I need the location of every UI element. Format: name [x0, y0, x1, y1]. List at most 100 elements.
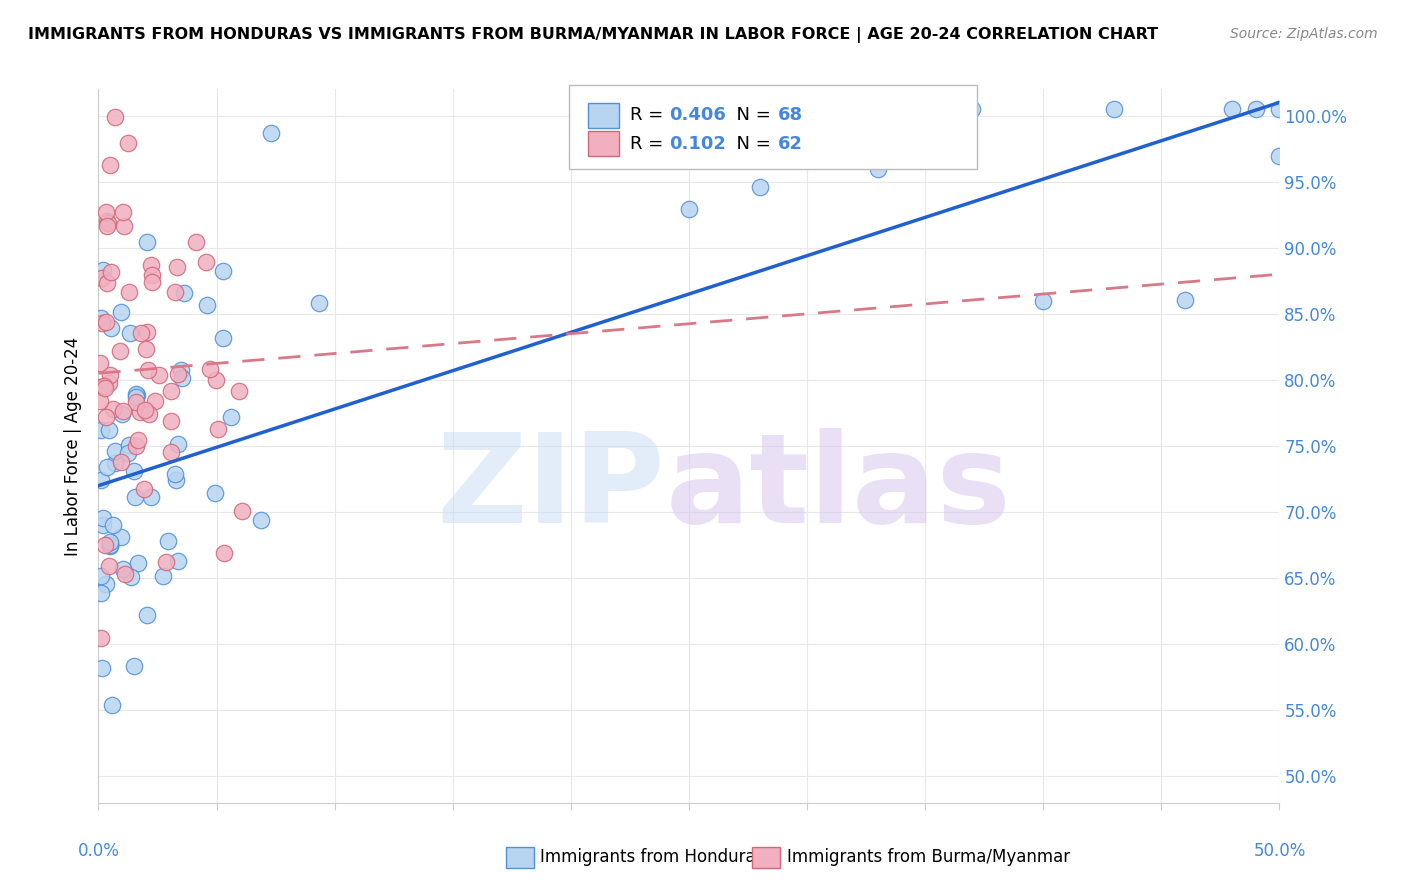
- Point: [195, 298, 218, 312]
- Text: 50.0%: 50.0%: [1253, 842, 1306, 860]
- Point: [127, 433, 149, 447]
- Point: [231, 504, 253, 518]
- Point: [101, 517, 124, 532]
- Point: [100, 321, 122, 335]
- Point: [205, 373, 228, 387]
- Point: [98, 535, 121, 549]
- Point: [170, 371, 193, 385]
- Point: [124, 490, 146, 504]
- Point: [212, 546, 235, 560]
- Point: [98, 539, 121, 553]
- Point: [118, 438, 141, 452]
- Point: [98, 158, 121, 172]
- Point: [94, 205, 117, 219]
- Point: [228, 384, 250, 398]
- Text: ZIP: ZIP: [437, 428, 665, 549]
- Point: [212, 264, 235, 278]
- Text: Immigrants from Burma/Myanmar: Immigrants from Burma/Myanmar: [787, 848, 1070, 866]
- Point: [136, 325, 159, 339]
- Point: [118, 285, 141, 300]
- Point: [98, 368, 121, 383]
- Point: [124, 395, 146, 409]
- Point: [125, 386, 148, 401]
- Point: [89, 356, 111, 370]
- Point: [112, 562, 135, 576]
- Point: [194, 255, 217, 269]
- Point: [163, 467, 186, 482]
- Text: R =: R =: [630, 106, 669, 124]
- Point: [962, 102, 984, 116]
- Point: [125, 390, 148, 404]
- Point: [204, 486, 226, 500]
- Point: [96, 277, 118, 291]
- Point: [165, 285, 187, 300]
- Text: atlas: atlas: [665, 428, 1011, 549]
- Point: [165, 473, 187, 487]
- Point: [96, 219, 118, 233]
- Point: [117, 446, 139, 460]
- Point: [129, 405, 152, 419]
- Point: [104, 444, 127, 458]
- Point: [250, 513, 273, 527]
- Point: [94, 381, 117, 395]
- Point: [91, 661, 114, 675]
- Point: [678, 202, 700, 216]
- Text: N =: N =: [725, 135, 778, 153]
- Point: [90, 311, 112, 326]
- Point: [1268, 149, 1291, 163]
- Point: [120, 569, 142, 583]
- Point: [89, 380, 111, 394]
- Point: [167, 554, 190, 568]
- Point: [90, 586, 112, 600]
- Point: [90, 569, 112, 583]
- Point: [108, 344, 131, 359]
- Point: [139, 490, 162, 504]
- Text: 0.406: 0.406: [669, 106, 725, 124]
- Point: [1220, 102, 1243, 116]
- Point: [607, 102, 630, 116]
- Point: [104, 456, 127, 470]
- Text: Immigrants from Honduras: Immigrants from Honduras: [540, 848, 765, 866]
- Point: [1244, 102, 1267, 116]
- Text: Source: ZipAtlas.com: Source: ZipAtlas.com: [1230, 27, 1378, 41]
- Point: [90, 423, 112, 437]
- Point: [90, 631, 112, 645]
- Text: 68: 68: [778, 106, 803, 124]
- Text: N =: N =: [725, 106, 778, 124]
- Point: [114, 566, 136, 581]
- Point: [139, 258, 162, 272]
- Text: 0.102: 0.102: [669, 135, 725, 153]
- Point: [136, 235, 159, 249]
- Point: [103, 401, 125, 416]
- Point: [91, 518, 114, 533]
- Point: [124, 439, 146, 453]
- Text: IMMIGRANTS FROM HONDURAS VS IMMIGRANTS FROM BURMA/MYANMAR IN LABOR FORCE | AGE 2: IMMIGRANTS FROM HONDURAS VS IMMIGRANTS F…: [28, 27, 1159, 43]
- Y-axis label: In Labor Force | Age 20-24: In Labor Force | Age 20-24: [65, 336, 83, 556]
- Point: [97, 216, 120, 230]
- Point: [117, 136, 139, 150]
- Point: [94, 409, 117, 424]
- Point: [166, 260, 188, 275]
- Point: [138, 407, 160, 421]
- Text: 62: 62: [778, 135, 803, 153]
- Point: [308, 296, 330, 310]
- Point: [96, 459, 118, 474]
- Point: [90, 473, 112, 487]
- Point: [94, 577, 117, 591]
- Point: [166, 437, 188, 451]
- Point: [104, 110, 127, 124]
- Point: [111, 205, 134, 219]
- Point: [91, 270, 114, 285]
- Point: [112, 219, 135, 234]
- Point: [125, 388, 148, 402]
- Point: [111, 407, 134, 421]
- Point: [96, 214, 118, 228]
- Point: [156, 534, 179, 549]
- Point: [122, 659, 145, 673]
- Point: [207, 422, 229, 436]
- Point: [1102, 102, 1125, 116]
- Point: [160, 384, 183, 398]
- Point: [98, 538, 121, 552]
- Point: [155, 556, 177, 570]
- Point: [98, 376, 121, 391]
